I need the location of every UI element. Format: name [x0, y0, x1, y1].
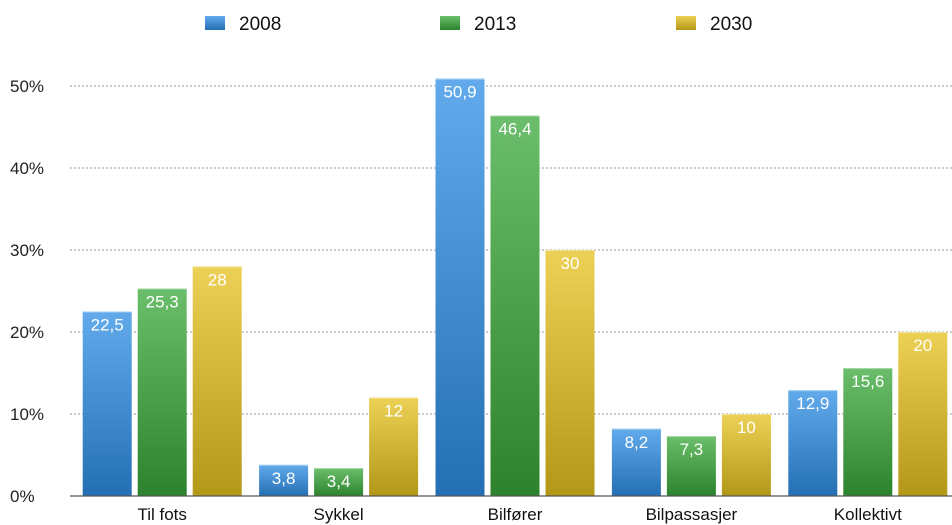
y-tick-label: 30% — [10, 241, 44, 260]
x-tick-label: Til fots — [137, 505, 186, 524]
bar-2030-0 — [192, 266, 242, 496]
data-label-2030-2: 30 — [561, 254, 580, 273]
y-axis: 0% 10% 20% 30% 40% 50% — [10, 77, 44, 506]
bar-2030-3 — [721, 414, 771, 496]
bar-2008-0 — [82, 311, 132, 496]
data-label-2013-0: 25,3 — [146, 293, 179, 312]
bar-2013-0 — [137, 288, 187, 496]
x-tick-labels: Til fots Sykkel Bilfører Bilpassasjer Kollek… — [137, 505, 902, 524]
data-label-2013-4: 15,6 — [851, 372, 884, 391]
bar-2008-4 — [788, 390, 838, 496]
bar-2008-3 — [611, 428, 661, 496]
x-tick-label: Bilfører — [488, 505, 543, 524]
data-label-2008-2: 50,9 — [443, 83, 476, 102]
bar-2013-2 — [490, 115, 540, 497]
data-label-2008-4: 12,9 — [796, 394, 829, 413]
y-tick-label: 50% — [10, 77, 44, 96]
data-label-2013-3: 7,3 — [680, 440, 704, 459]
x-tick-label: Sykkel — [314, 505, 364, 524]
x-tick-label: Bilpassasjer — [646, 505, 738, 524]
bar-2013-4 — [843, 368, 893, 496]
data-label-2030-0: 28 — [208, 270, 227, 289]
bar-2030-2 — [545, 250, 595, 496]
bar-2008-1 — [259, 464, 309, 496]
y-tick-label: 40% — [10, 159, 44, 178]
bar-2013-3 — [666, 436, 716, 496]
legend: 2008 2013 2030 — [205, 14, 752, 35]
data-label-2008-0: 22,5 — [91, 316, 124, 335]
legend-label-2013: 2013 — [474, 14, 516, 35]
data-label-2013-2: 46,4 — [498, 120, 531, 139]
data-label-2030-4: 20 — [913, 336, 932, 355]
bar-2013-1 — [314, 468, 364, 496]
legend-label-2008: 2008 — [239, 14, 281, 35]
bar-2030-4 — [898, 332, 948, 496]
bar-2008-2 — [435, 78, 485, 497]
bars: 22,5 25,3 28 3,8 3,4 12 50,9 46,4 30 8,2 7,3 10 12,9… — [82, 78, 948, 497]
x-tick-label: Kollektivt — [834, 505, 902, 524]
data-label-2030-3: 10 — [737, 418, 756, 437]
bar-2030-1 — [369, 397, 419, 496]
y-tick-label: 0% — [10, 487, 35, 506]
legend-swatch-2013 — [440, 16, 460, 30]
y-tick-label: 10% — [10, 405, 44, 424]
y-tick-label: 20% — [10, 323, 44, 342]
data-label-2008-3: 8,2 — [625, 433, 649, 452]
legend-swatch-2030 — [676, 16, 696, 30]
legend-swatch-2008 — [205, 16, 225, 30]
data-label-2030-1: 12 — [384, 402, 403, 421]
data-label-2008-1: 3,8 — [272, 469, 296, 488]
legend-label-2030: 2030 — [710, 14, 752, 35]
data-label-2013-1: 3,4 — [327, 472, 351, 491]
